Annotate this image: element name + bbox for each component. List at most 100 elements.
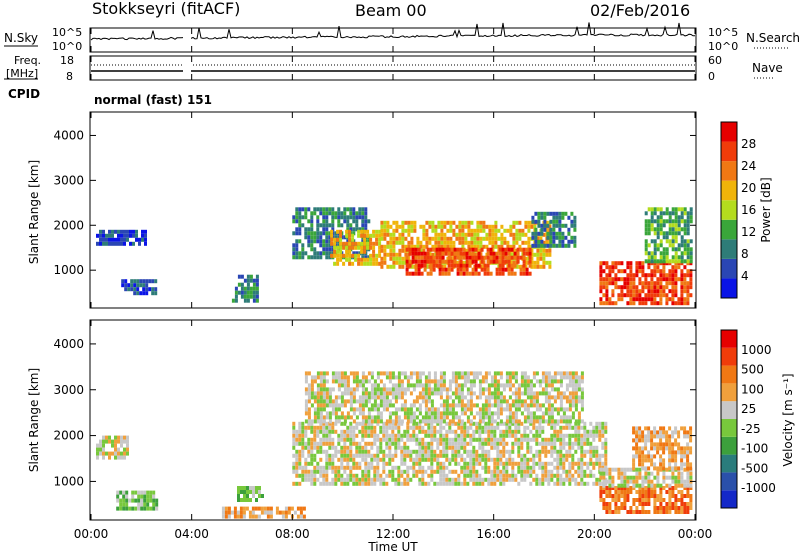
velocity-cell bbox=[598, 481, 602, 486]
velocity-cell bbox=[325, 421, 329, 426]
velocity-cell bbox=[403, 461, 407, 466]
velocity-cell bbox=[571, 453, 575, 458]
velocity-cell bbox=[355, 445, 359, 450]
power-cell bbox=[443, 236, 447, 241]
velocity-cell bbox=[493, 383, 497, 388]
power-cell bbox=[540, 243, 544, 248]
power-cell bbox=[504, 255, 508, 260]
velocity-cell bbox=[544, 375, 548, 380]
power-cell bbox=[647, 219, 651, 224]
velocity-cell bbox=[580, 445, 584, 450]
velocity-cell bbox=[352, 379, 356, 384]
power-cell bbox=[680, 215, 684, 220]
velocity-cell bbox=[125, 506, 129, 511]
power-cell bbox=[668, 243, 672, 248]
velocity-cell bbox=[322, 449, 326, 454]
velocity-cell bbox=[668, 502, 672, 506]
power-cell bbox=[437, 224, 441, 229]
velocity-cell bbox=[114, 455, 117, 460]
power-cell bbox=[528, 259, 532, 264]
velocity-cell bbox=[292, 469, 296, 474]
power-cell bbox=[665, 255, 669, 260]
power-cell bbox=[111, 229, 114, 234]
power-cell bbox=[647, 251, 651, 256]
power-cell bbox=[325, 255, 329, 260]
power-y-tick-label: 4000 bbox=[53, 128, 84, 142]
power-cell bbox=[369, 237, 373, 242]
velocity-cell bbox=[304, 407, 308, 412]
power-cell bbox=[530, 264, 534, 269]
power-cell bbox=[498, 259, 502, 264]
velocity-cell bbox=[493, 425, 497, 430]
velocity-cell bbox=[577, 411, 581, 416]
power-cell bbox=[653, 269, 657, 274]
power-cell bbox=[378, 237, 382, 242]
power-cell bbox=[647, 223, 651, 228]
velocity-cell bbox=[571, 465, 575, 470]
velocity-cell bbox=[313, 395, 317, 400]
power-cell bbox=[420, 271, 424, 276]
velocity-cell bbox=[544, 441, 548, 446]
velocity-cell bbox=[641, 462, 645, 467]
power-cell bbox=[473, 228, 477, 233]
velocity-cell bbox=[614, 486, 618, 490]
power-cell bbox=[465, 263, 469, 268]
velocity-cell bbox=[671, 466, 675, 471]
power-cell bbox=[431, 252, 435, 257]
velocity-cell bbox=[574, 441, 578, 446]
power-cell bbox=[501, 267, 505, 272]
power-cell bbox=[650, 301, 654, 306]
velocity-cell bbox=[120, 451, 123, 456]
velocity-cell bbox=[240, 490, 243, 494]
velocity-cell bbox=[502, 437, 506, 442]
power-data bbox=[96, 207, 693, 306]
velocity-cell bbox=[415, 399, 419, 404]
power-cell bbox=[467, 232, 471, 237]
velocity-cell bbox=[439, 379, 443, 384]
velocity-cell bbox=[328, 433, 332, 438]
power-cell bbox=[361, 239, 365, 244]
velocity-cell bbox=[457, 421, 461, 426]
power-cell bbox=[614, 277, 618, 282]
velocity-cell bbox=[457, 425, 461, 430]
velocity-cell bbox=[337, 441, 341, 446]
velocity-cell bbox=[496, 387, 500, 392]
velocity-cell bbox=[322, 477, 326, 482]
power-cell bbox=[459, 271, 463, 276]
velocity-cell bbox=[255, 498, 258, 502]
velocity-cell bbox=[340, 461, 344, 466]
velocity-cell bbox=[331, 379, 335, 384]
velocity-cell bbox=[430, 399, 434, 404]
velocity-cell bbox=[583, 429, 587, 434]
power-cell bbox=[498, 263, 502, 268]
velocity-cell bbox=[391, 375, 395, 380]
velocity-cell bbox=[460, 395, 464, 400]
velocity-cell bbox=[541, 465, 545, 470]
velocity-cell bbox=[439, 469, 443, 474]
velocity-cell bbox=[439, 477, 443, 482]
velocity-cell bbox=[427, 433, 431, 438]
velocity-cell bbox=[421, 453, 425, 458]
power-cell bbox=[404, 228, 408, 233]
velocity-cell bbox=[520, 473, 524, 478]
power-cell bbox=[659, 281, 663, 286]
velocity-cell bbox=[310, 379, 314, 384]
velocity-cell bbox=[397, 473, 401, 478]
velocity-cell bbox=[325, 441, 329, 446]
velocity-cell bbox=[313, 375, 317, 380]
power-cell bbox=[671, 231, 675, 236]
velocity-cell bbox=[227, 514, 231, 519]
power-cell bbox=[383, 224, 387, 229]
power-cell bbox=[372, 241, 376, 246]
velocity-cell bbox=[559, 415, 563, 420]
power-cell bbox=[677, 247, 681, 252]
power-cell bbox=[491, 244, 495, 249]
power-cell bbox=[482, 220, 486, 225]
velocity-cell bbox=[626, 475, 630, 480]
velocity-cell bbox=[686, 475, 690, 480]
velocity-cell bbox=[499, 429, 503, 434]
velocity-cell bbox=[505, 421, 509, 426]
velocity-cell bbox=[418, 425, 422, 430]
velocity-cell bbox=[577, 433, 581, 438]
power-cell bbox=[322, 231, 326, 236]
